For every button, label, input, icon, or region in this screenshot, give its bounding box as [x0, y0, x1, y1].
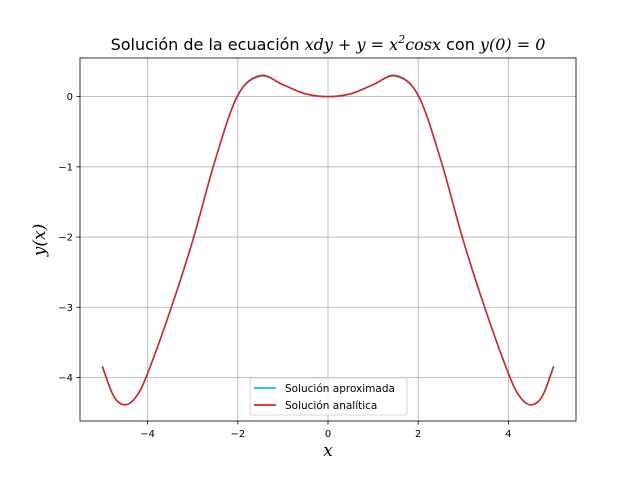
y-tick-label: −1: [58, 162, 73, 173]
legend-box: [249, 377, 408, 416]
y-axis-label: y(x): [30, 224, 50, 257]
title-equation-exponent: 2: [397, 33, 405, 46]
x-tick-label: −4: [140, 429, 155, 440]
y-tick-label: 0: [67, 92, 73, 103]
title-equation-rhs: cosx: [405, 35, 441, 54]
chart-title: Solución de la ecuación xdy + y = x2cosx…: [111, 33, 546, 54]
y-tick-label: −4: [58, 373, 73, 384]
legend-label-analytic: Solución analítica: [285, 400, 377, 412]
x-tick-label: 4: [505, 429, 511, 440]
title-condition: y(0) = 0: [479, 35, 545, 54]
y-tick-label: −2: [58, 233, 73, 244]
series-line-analytic: [101, 74, 555, 406]
legend: Solución aproximada Solución analítica: [249, 377, 408, 416]
series-layer: [101, 74, 555, 406]
title-equation-lhs: xdy + y = x: [305, 35, 399, 54]
x-tick-label: −2: [230, 429, 245, 440]
ticks: −4 −2 0 2 4 0 −1 −2 −3 −4: [58, 92, 511, 440]
title-mid: con: [441, 35, 480, 54]
x-tick-label: 0: [325, 429, 331, 440]
y-tick-label: −3: [58, 303, 73, 314]
title-prefix: Solución de la ecuación: [111, 35, 305, 54]
legend-label-approx: Solución aproximada: [285, 383, 395, 395]
x-tick-label: 2: [415, 429, 421, 440]
x-axis-label: x: [323, 441, 333, 461]
